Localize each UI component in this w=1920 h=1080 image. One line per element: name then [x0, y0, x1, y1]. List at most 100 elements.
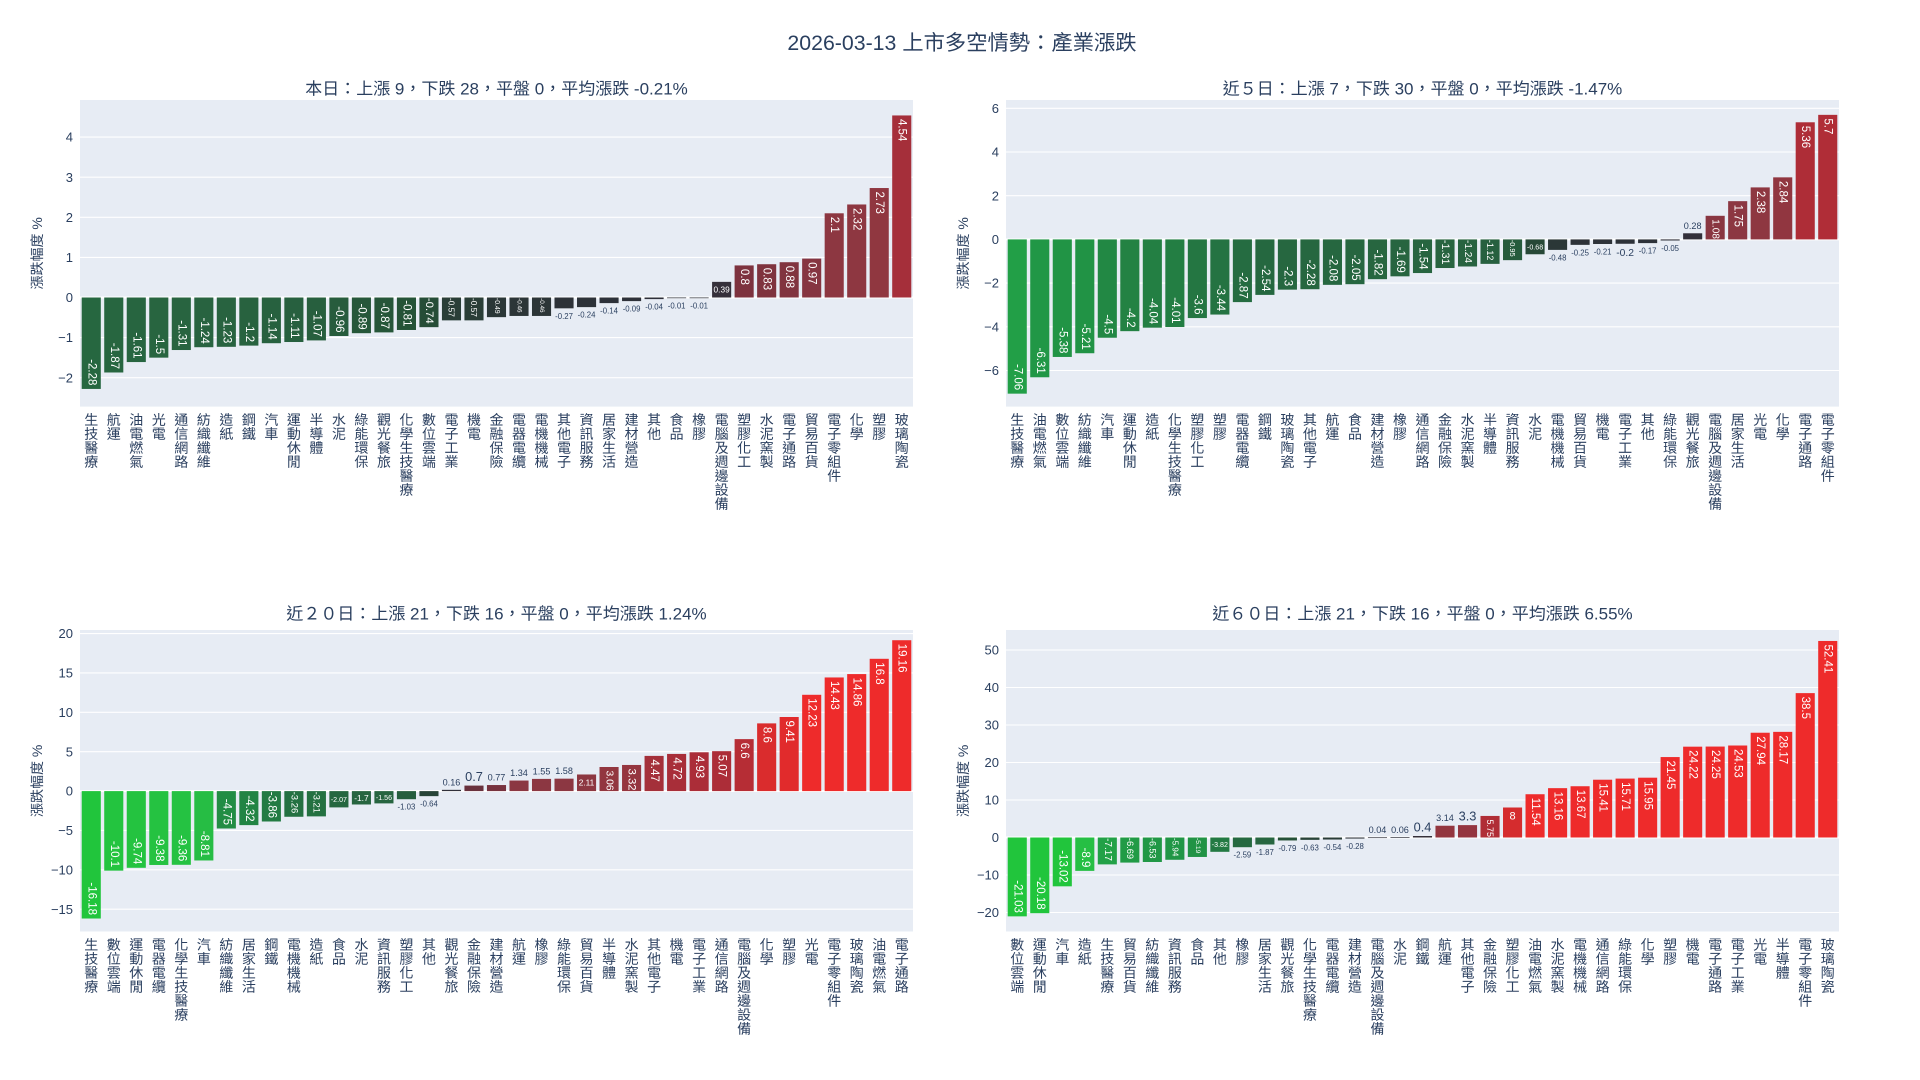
svg-text:-1.31: -1.31: [1439, 240, 1451, 265]
svg-text:19.16: 19.16: [896, 644, 908, 673]
svg-text:-0.54: -0.54: [1324, 843, 1342, 852]
svg-text:-0.95: -0.95: [1508, 240, 1517, 257]
svg-text:0.77: 0.77: [488, 773, 506, 783]
svg-text:-9.36: -9.36: [175, 835, 187, 861]
svg-text:3: 3: [66, 170, 73, 185]
svg-text:4.54: 4.54: [896, 119, 908, 142]
svg-text:28: 28: [455, 80, 479, 99]
svg-text:-0.74: -0.74: [423, 298, 435, 324]
svg-text:0.7: 0.7: [465, 769, 483, 784]
svg-text:4.93: 4.93: [693, 756, 705, 778]
svg-text:-0.05: -0.05: [1661, 244, 1679, 253]
svg-text:2.32: 2.32: [851, 208, 863, 230]
svg-text:-1.54: -1.54: [1417, 243, 1429, 270]
svg-text:0.4: 0.4: [1414, 820, 1432, 835]
svg-text:2.1: 2.1: [828, 217, 840, 233]
svg-text:-2.08: -2.08: [1326, 255, 1338, 281]
svg-text:-6.53: -6.53: [1147, 838, 1157, 859]
svg-text:6.55%: 6.55%: [1580, 605, 1633, 624]
svg-text:-0.46: -0.46: [538, 298, 545, 313]
svg-text:-0.57: -0.57: [469, 298, 479, 317]
svg-text:24.22: 24.22: [1687, 750, 1699, 779]
svg-text:-1.11: -1.11: [288, 313, 300, 338]
svg-text:−2: −2: [984, 276, 999, 291]
svg-text:-0.01: -0.01: [668, 301, 686, 310]
svg-text:24.53: 24.53: [1732, 749, 1744, 778]
svg-text:%: %: [29, 745, 45, 761]
svg-text:0.16: 0.16: [443, 777, 461, 787]
svg-text:3.3: 3.3: [1459, 809, 1477, 824]
svg-text:-1.7: -1.7: [354, 793, 369, 803]
svg-text:-0.09: -0.09: [623, 305, 641, 314]
svg-text:2.38: 2.38: [1754, 191, 1766, 213]
svg-text:%: %: [29, 217, 45, 233]
svg-text:-8.9: -8.9: [1079, 848, 1091, 868]
svg-text:-1.23: -1.23: [220, 317, 232, 343]
svg-text:1.34: 1.34: [510, 768, 528, 778]
svg-text:6: 6: [992, 101, 999, 116]
svg-text:-9.38: -9.38: [153, 835, 165, 861]
svg-text:-2.07: -2.07: [331, 796, 347, 804]
svg-text:2.84: 2.84: [1777, 181, 1789, 204]
svg-text:8: 8: [1509, 810, 1515, 822]
svg-text:15.71: 15.71: [1619, 782, 1631, 811]
svg-text:-0.28: -0.28: [1346, 842, 1364, 851]
svg-text:4.47: 4.47: [648, 759, 660, 781]
svg-text:0: 0: [530, 80, 544, 99]
svg-text:0.04: 0.04: [1369, 825, 1387, 835]
svg-text:15.95: 15.95: [1642, 781, 1654, 810]
svg-text:7: 7: [1325, 80, 1339, 99]
svg-text:-20.18: -20.18: [1034, 877, 1046, 910]
svg-text:40: 40: [985, 680, 999, 695]
svg-text:-0.64: -0.64: [420, 800, 438, 809]
svg-text:-0.48: -0.48: [1549, 253, 1567, 262]
svg-text:14.43: 14.43: [828, 681, 840, 710]
svg-text:4: 4: [992, 145, 999, 160]
svg-text:0: 0: [1481, 605, 1495, 624]
svg-text:1.75: 1.75: [1732, 205, 1744, 227]
svg-text:1.55: 1.55: [533, 766, 551, 776]
svg-text:0: 0: [66, 784, 73, 799]
svg-text:0: 0: [992, 830, 999, 845]
svg-text:-0.24: -0.24: [578, 311, 596, 320]
svg-text:-5.38: -5.38: [1056, 327, 1068, 353]
svg-text:5.36: 5.36: [1799, 126, 1811, 148]
svg-text:-0.89: -0.89: [355, 303, 367, 329]
svg-text:-1.14: -1.14: [265, 313, 277, 340]
svg-text:-0.81: -0.81: [400, 300, 412, 326]
svg-text:15: 15: [59, 666, 73, 681]
svg-text:-1.12: -1.12: [1485, 240, 1495, 261]
svg-text:-0.21%: -0.21%: [629, 80, 688, 99]
svg-text:-0.21: -0.21: [1594, 247, 1612, 256]
svg-text:13.67: 13.67: [1574, 790, 1586, 819]
svg-text:-3.26: -3.26: [288, 792, 299, 814]
svg-text:−6: −6: [984, 363, 999, 378]
svg-text:-0.2: -0.2: [1616, 248, 1634, 259]
svg-text:-0.96: -0.96: [333, 306, 345, 332]
svg-text:9.41: 9.41: [783, 721, 795, 743]
svg-text:-0.01: -0.01: [690, 301, 708, 310]
svg-text:8.6: 8.6: [761, 727, 773, 743]
svg-text:-1.07: -1.07: [310, 311, 322, 337]
svg-text:-8.81: -8.81: [198, 831, 210, 857]
svg-text:-4.04: -4.04: [1146, 298, 1158, 325]
svg-text:-0.63: -0.63: [1301, 843, 1319, 852]
svg-text:-2.3: -2.3: [1281, 266, 1293, 286]
svg-text:-6.69: -6.69: [1125, 838, 1135, 859]
svg-text:-0.04: -0.04: [645, 303, 663, 312]
svg-text:−1: −1: [58, 330, 73, 345]
svg-text:-0.25: -0.25: [1571, 248, 1589, 257]
svg-text:-4.2: -4.2: [1124, 308, 1136, 328]
svg-text:-3.6: -3.6: [1191, 295, 1203, 315]
svg-text:2: 2: [66, 210, 73, 225]
svg-text:14.86: 14.86: [851, 678, 863, 707]
svg-text:2026-03-13: 2026-03-13: [787, 31, 902, 55]
svg-text:-4.01: -4.01: [1169, 297, 1181, 323]
svg-text:16: 16: [480, 605, 504, 624]
svg-text:-1.03: -1.03: [398, 803, 416, 812]
svg-text:1.58: 1.58: [555, 766, 573, 776]
svg-text:-4.32: -4.32: [243, 795, 255, 821]
svg-text:13.16: 13.16: [1552, 792, 1564, 821]
svg-text:0: 0: [66, 290, 73, 305]
svg-text:-1.69: -1.69: [1394, 247, 1406, 273]
